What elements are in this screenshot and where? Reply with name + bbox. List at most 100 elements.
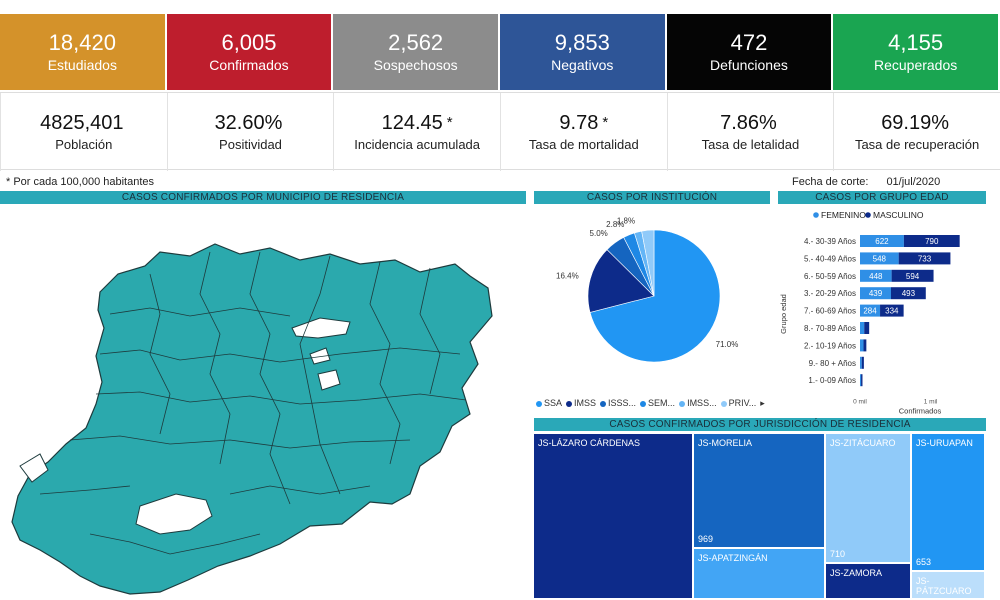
- legend-label: SEM...: [648, 398, 676, 408]
- stat-value: 7.86%: [720, 112, 777, 134]
- kpi-value: 6,005: [221, 30, 277, 55]
- kpi-negativos[interactable]: 9,853 Negativos: [499, 14, 667, 90]
- kpi-value: 2,562: [388, 30, 444, 55]
- stat-poblacion: 4825,401 Población: [0, 93, 167, 171]
- legend-dot: [813, 212, 819, 218]
- kpi-label: Sospechosos: [373, 57, 458, 73]
- treemap-cell-value: 710: [830, 549, 846, 559]
- age-group-bar-chart[interactable]: FEMENINO MASCULINO 4.- 30-39 Años 622 790 5.-…: [778, 204, 986, 416]
- treemap-cell[interactable]: JS-MORELIA 969: [694, 434, 824, 547]
- bar-segment[interactable]: [860, 287, 891, 300]
- legend-item-imss[interactable]: IMSS: [566, 398, 596, 409]
- stat-value: 69.19%: [881, 112, 950, 134]
- treemap-cell[interactable]: JS-PÁTZCUARO: [912, 572, 984, 598]
- lake-patzcuaro: [317, 369, 341, 391]
- stat-label: Tasa de letalidad: [701, 137, 800, 152]
- bar-value-label: 594: [906, 272, 920, 281]
- stat-positividad: 32.60% Positividad: [166, 93, 334, 171]
- treemap-cell[interactable]: JS-ZITÁCUARO 710: [826, 434, 910, 562]
- legend-dot: [865, 212, 871, 218]
- treemap-cell-name: JS-ZAMORA: [830, 568, 883, 578]
- category-label: 1.- 0-09 Años: [808, 376, 856, 385]
- treemap-cell[interactable]: JS-LÁZARO CÁRDENAS: [534, 434, 692, 598]
- pie-slice-label: 71.0%: [716, 340, 739, 349]
- legend-item-imss-2[interactable]: IMSS...: [679, 398, 717, 409]
- kpi-label: Recuperados: [873, 57, 958, 73]
- bar-segment[interactable]: [890, 287, 926, 300]
- stat-value: 4825,401: [40, 112, 124, 134]
- pie-slice-0[interactable]: [589, 229, 721, 363]
- treemap-cell-name: JS-APATZINGÁN: [698, 553, 768, 563]
- stat-value: 32.60%: [214, 112, 283, 134]
- bar-segment[interactable]: [861, 374, 863, 387]
- pie-slice-5[interactable]: [641, 229, 655, 297]
- category-label: 3.- 20-29 Años: [804, 289, 856, 298]
- treemap-cell[interactable]: JS-URUAPAN 653: [912, 434, 984, 570]
- kpi-estudiados[interactable]: 18,420 Estudiados: [0, 14, 167, 90]
- stat-star: *: [602, 114, 609, 131]
- legend-item-priv[interactable]: PRIV...: [720, 398, 757, 409]
- treemap-cell-name: JS-PÁTZCUARO: [916, 576, 972, 596]
- bar-segment[interactable]: [860, 235, 904, 247]
- legend-label: PRIV...: [728, 398, 757, 408]
- treemap-cell[interactable]: JS-APATZINGÁN: [694, 549, 824, 598]
- kpi-value: 9,853: [554, 30, 610, 55]
- x-tick-label: 0 mil: [853, 399, 867, 406]
- bar-segment[interactable]: [863, 339, 867, 352]
- pie-slice-label: 16.4%: [556, 272, 579, 281]
- footnote: * Por cada 100,000 habitantes: [6, 176, 155, 188]
- kpi-defunciones[interactable]: 472 Defunciones: [666, 14, 834, 90]
- stat-label: Tasa de mortalidad: [528, 137, 639, 152]
- kpi-value: 472: [730, 30, 768, 55]
- legend-label: FEMENINO: [821, 210, 866, 220]
- legend-item-isss[interactable]: ISSS...: [600, 398, 636, 409]
- legend-item-sem[interactable]: SEM...: [640, 398, 675, 409]
- bar-segment[interactable]: [860, 252, 899, 265]
- treemap-cell-name: JS-LÁZARO CÁRDENAS: [538, 438, 641, 448]
- kpi-confirmados[interactable]: 6,005 Confirmados: [166, 14, 334, 90]
- stat-label: Tasa de recuperación: [854, 137, 980, 152]
- legend-item-ssa[interactable]: SSA: [536, 398, 562, 409]
- state-outline[interactable]: [11, 243, 493, 595]
- stat-letalidad: 7.86% Tasa de letalidad: [666, 93, 834, 171]
- jurisdiction-treemap[interactable]: JS-LÁZARO CÁRDENAS JS-MORELIA 969 JS-APATZI…: [534, 434, 986, 600]
- pie-slice-1[interactable]: [587, 249, 655, 313]
- bar-segment[interactable]: [860, 322, 865, 334]
- stat-label: Positividad: [219, 137, 282, 152]
- stat-incidencia: 124.45 * Incidencia acumulada: [333, 93, 500, 171]
- bar-segment[interactable]: [860, 304, 881, 317]
- category-label: 6.- 50-59 Años: [804, 272, 856, 281]
- treemap-cell[interactable]: JS-ZAMORA: [826, 564, 910, 598]
- kpi-label: Defunciones: [710, 57, 788, 73]
- y-axis-title: Grupo edad: [779, 294, 788, 334]
- kpi-sospechosos[interactable]: 2,562 Sospechosos: [333, 14, 500, 90]
- legend-label: SSA: [544, 398, 563, 408]
- kpi-recuperados[interactable]: 4,155 Recuperados: [833, 14, 1000, 90]
- bar-header: CASOS POR GRUPO EDAD: [778, 191, 986, 204]
- legend-label: IMSS: [574, 398, 597, 408]
- legend-label: MASCULINO: [873, 210, 924, 220]
- bar-segment[interactable]: [860, 269, 892, 282]
- kpi-label: Negativos: [551, 57, 614, 73]
- bar-segment[interactable]: [860, 356, 862, 369]
- stat-value: 124.45: [381, 112, 443, 134]
- legend-next-arrow[interactable]: ▸: [760, 398, 765, 408]
- bar-segment[interactable]: [860, 374, 862, 387]
- bar-segment[interactable]: [898, 252, 951, 265]
- bar-value-label: 439: [869, 289, 883, 298]
- pie-legend: SSA IMSS ISSS... SEM... IMSS... PRIV... …: [536, 398, 765, 409]
- bar-segment[interactable]: [891, 269, 934, 282]
- municipality-map[interactable]: [0, 204, 526, 600]
- kpi-value: 18,420: [48, 30, 116, 55]
- municipality-borders: [39, 251, 467, 555]
- bar-segment[interactable]: [861, 356, 864, 369]
- kpi-value: 4,155: [888, 30, 944, 55]
- institution-pie-chart[interactable]: 71.0% 16.4% 5.0%2.8%1.8%: [534, 204, 770, 394]
- bar-segment[interactable]: [903, 235, 960, 247]
- kpi-label: Estudiados: [47, 57, 117, 73]
- lake-cuitzeo: [309, 347, 331, 365]
- bar-segment[interactable]: [864, 322, 870, 334]
- bar-segment[interactable]: [860, 339, 864, 352]
- treemap-cell-value: 969: [698, 534, 714, 544]
- bar-segment[interactable]: [880, 304, 904, 317]
